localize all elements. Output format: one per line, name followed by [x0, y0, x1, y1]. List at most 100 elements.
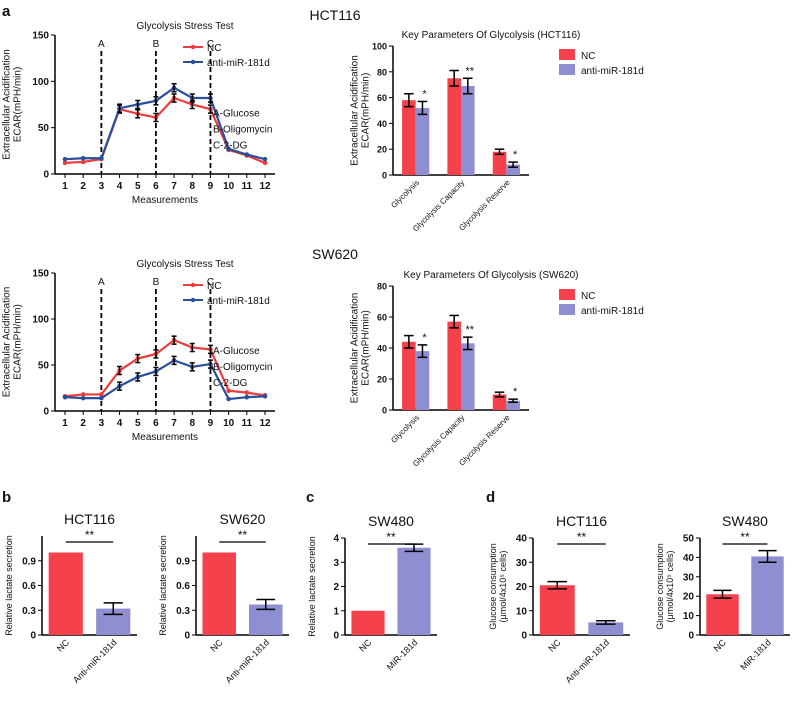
chart-title: SW480 [368, 513, 414, 529]
x-tick-label: 8 [189, 418, 195, 429]
bar [492, 394, 507, 410]
data-point [80, 395, 86, 401]
stage-marker-label: C [207, 277, 214, 288]
x-tick-label: Glycolysis Reserve [457, 178, 512, 233]
data-point [62, 160, 68, 166]
y-tick-label: 0 [43, 407, 49, 418]
y-tick-label: 60 [377, 93, 387, 103]
y-axis-label: ECAR(mPH/min) [361, 73, 372, 149]
data-point [62, 156, 68, 162]
significance-label: ** [740, 530, 750, 544]
data-point [244, 390, 250, 395]
data-point [244, 152, 250, 157]
x-tick-label: 1 [62, 418, 68, 429]
y-axis-label: Extracellular Acidification [2, 287, 13, 398]
chart-title: SW620 [220, 511, 266, 527]
x-tick-label: Anti-miR-181d [563, 637, 611, 685]
stage-marker-label: A [98, 39, 105, 50]
y-tick-label: 40 [377, 119, 387, 129]
y-axis-label: Relative lactate secretion [307, 536, 317, 637]
chart-title: Glycolysis Stress Test [136, 259, 233, 270]
bar [539, 585, 575, 635]
y-tick-label: 40 [683, 553, 695, 564]
bar [461, 343, 475, 410]
y-tick-label: 50 [38, 123, 50, 134]
stage-marker-label: B [153, 277, 160, 288]
x-tick-label: 4 [117, 418, 123, 429]
data-point [62, 394, 68, 400]
x-tick-label: 2 [80, 418, 86, 429]
x-tick-label: 10 [223, 181, 235, 192]
x-tick-label: 5 [135, 181, 141, 192]
y-tick-label: 20 [683, 592, 695, 603]
legend-label: anti-miR-181d [207, 296, 270, 307]
data-point [226, 388, 231, 394]
series-line [64, 338, 266, 398]
y-tick-label: 50 [38, 361, 50, 372]
legend-label: anti-miR-181d [581, 306, 644, 317]
bar [447, 321, 461, 410]
legend-swatch [559, 64, 575, 75]
y-tick-label: 10 [683, 611, 695, 622]
bar [506, 400, 520, 410]
section-title-hct116: HCT116 [309, 7, 360, 23]
x-axis-label: Measurements [132, 432, 198, 443]
y-tick-label: 0 [382, 406, 387, 416]
y-tick-label: 0.6 [176, 581, 190, 592]
y-tick-label: 0.9 [176, 556, 190, 567]
data-point [99, 392, 104, 397]
legend-label: NC [207, 43, 221, 54]
x-tick-label: Glycolysis Reserve [457, 413, 512, 468]
data-point [226, 396, 231, 402]
x-tick-label: Anti-miR-181d [223, 637, 271, 685]
bar [415, 107, 430, 175]
y-tick-label: 0.3 [22, 606, 36, 617]
y-tick-label: 40 [377, 344, 387, 354]
y-tick-label: 0.3 [176, 606, 190, 617]
bar [402, 341, 416, 410]
y-tick-label: 100 [32, 77, 49, 88]
y-tick-label: 10 [516, 606, 528, 617]
bar [397, 547, 431, 635]
y-axis-label: ECAR(mPH/min) [13, 304, 24, 380]
x-tick-label: Glycolysis [389, 178, 421, 210]
y-tick-label: 0.6 [22, 581, 36, 592]
y-tick-label: 0 [184, 631, 190, 642]
bar [351, 610, 385, 635]
y-tick-label: 0 [688, 631, 694, 642]
y-tick-label: 20 [516, 582, 528, 593]
y-axis-label: Extracellular Acidification [350, 293, 361, 404]
y-tick-label: 1 [333, 606, 339, 617]
panel-label-c: c [306, 489, 314, 506]
legend-swatch [559, 304, 575, 315]
x-tick-label: NC [546, 637, 563, 654]
significance-label: ** [85, 528, 95, 542]
y-tick-label: 0 [382, 171, 387, 181]
x-tick-label: Anti-miR-181d [71, 637, 119, 685]
y-tick-label: 150 [32, 31, 49, 42]
bar [402, 100, 416, 175]
significance-label: ** [386, 530, 396, 544]
data-point [99, 395, 104, 401]
x-tick-label: 9 [208, 418, 214, 429]
y-tick-label: 80 [377, 282, 387, 292]
chart-title: SW480 [722, 513, 768, 529]
y-tick-label: 0 [30, 631, 36, 642]
data-point [80, 392, 86, 397]
significance-label: ** [466, 65, 475, 77]
series-line [64, 86, 266, 161]
bar [202, 552, 236, 635]
y-axis-label: Extracellular Acidification [350, 55, 361, 166]
legend-label: NC [581, 51, 595, 62]
x-tick-label: MiR-181d [385, 637, 420, 672]
y-tick-label: 20 [377, 375, 387, 385]
x-tick-label: 12 [259, 418, 271, 429]
x-tick-label: NC [208, 637, 225, 654]
legend-marker [190, 282, 196, 288]
annotation-text: A-Glucose [213, 346, 260, 357]
y-tick-label: 2 [333, 582, 339, 593]
legend-label: NC [207, 281, 221, 292]
data-point [99, 155, 104, 161]
data-point [262, 156, 268, 162]
